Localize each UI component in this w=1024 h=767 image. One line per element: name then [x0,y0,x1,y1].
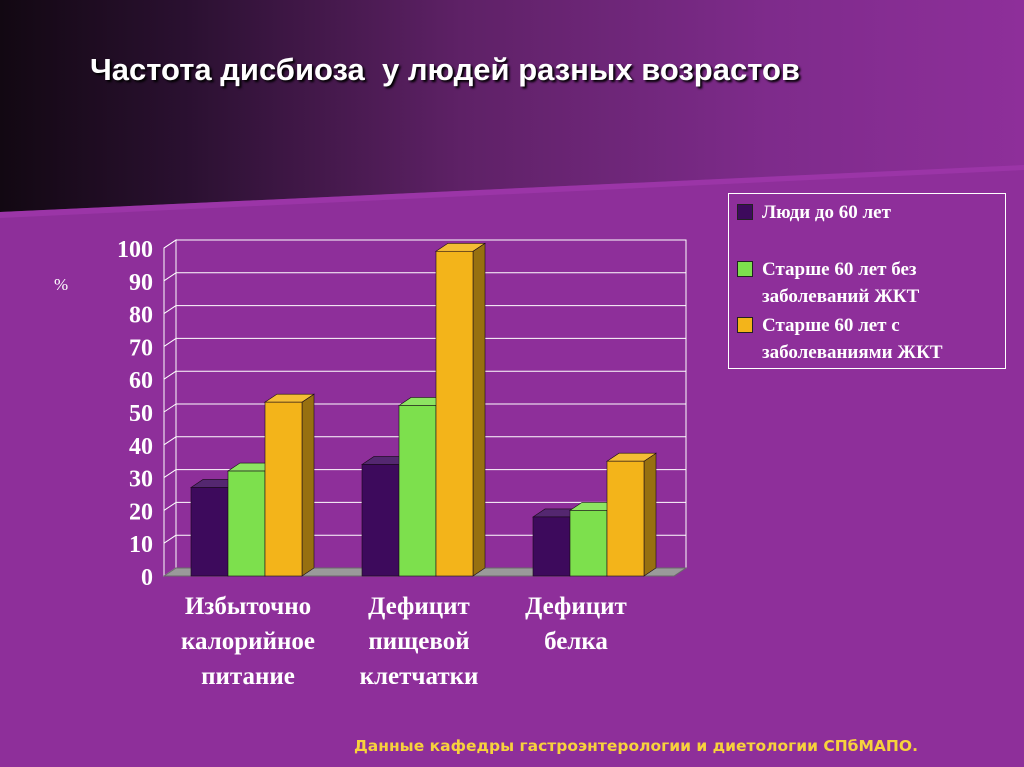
legend-item-over-60-healthy: Старше 60 лет без заболеваний ЖКТ [737,256,919,310]
gridline-diagonal [163,337,177,347]
y-tick-label: 40 [129,434,153,460]
gridline-diagonal [163,239,177,249]
legend-label-over-60-gi-disease: Старше 60 лет с заболеваниями ЖКТ [762,315,943,363]
bar-side [472,242,486,577]
legend-item-under-60: Люди до 60 лет [737,199,891,226]
legend-label-under-60: Люди до 60 лет [762,202,891,223]
bar [190,487,229,577]
legend-swatch-under-60 [737,204,753,220]
bar [532,516,571,577]
bar-side [301,393,315,577]
category-label: Избыточно [185,593,311,620]
y-tick-label: 60 [129,368,153,394]
gridline-diagonal [163,370,177,380]
gridline-diagonal [163,534,177,544]
bar [606,460,645,577]
bar [264,401,303,577]
category-label: клетчатки [360,663,479,690]
slide-title: Частота дисбиоза у людей разных возрасто… [90,52,800,87]
y-tick-label: 50 [129,401,153,427]
gridline-diagonal [163,272,177,282]
y-tick-label: 30 [129,467,153,493]
bar [361,464,400,577]
gridline-diagonal [163,403,177,413]
category-label: Дефицит [368,593,470,620]
bar-side [643,452,657,577]
gridline-diagonal [163,469,177,479]
legend-swatch-over-60-healthy [737,261,753,277]
category-label: пищевой [368,628,469,655]
y-tick-label: 80 [129,303,153,329]
gridline-diagonal [163,305,177,315]
y-tick-label: 0 [141,565,153,591]
y-tick-label: 90 [129,270,153,296]
legend-label-over-60-healthy: Старше 60 лет без заболеваний ЖКТ [762,259,920,307]
legend-item-over-60-gi-disease: Старше 60 лет с заболеваниями ЖКТ [737,312,943,366]
bar [569,510,608,577]
source-footnote: Данные кафедры гастроэнтерологии и дието… [354,737,918,755]
gridline-diagonal [163,501,177,511]
bar [227,470,266,577]
y-tick-label: 20 [129,499,153,525]
band-highlight [0,165,1024,218]
chart-legend: Люди до 60 лет Старше 60 лет без заболев… [728,193,1006,369]
legend-swatch-over-60-gi-disease [737,317,753,333]
category-label: питание [201,663,295,690]
chart-labels: 0 10 20 30 40 50 60 70 80 90 100% Избыточно калорийн… [54,237,627,690]
gridline-diagonal [163,436,177,446]
y-tick-label: 70 [129,335,153,361]
chart-bars [190,242,657,577]
y-tick-label: 10 [129,532,153,558]
category-label: калорийное [181,628,315,655]
dark-top-band [0,0,1024,212]
category-label: Дефицит [525,593,627,620]
y-axis-label: % [54,275,68,294]
category-label: белка [544,628,608,655]
y-tick-label: 100 [117,237,153,263]
bar [435,250,474,577]
bar [398,405,437,577]
